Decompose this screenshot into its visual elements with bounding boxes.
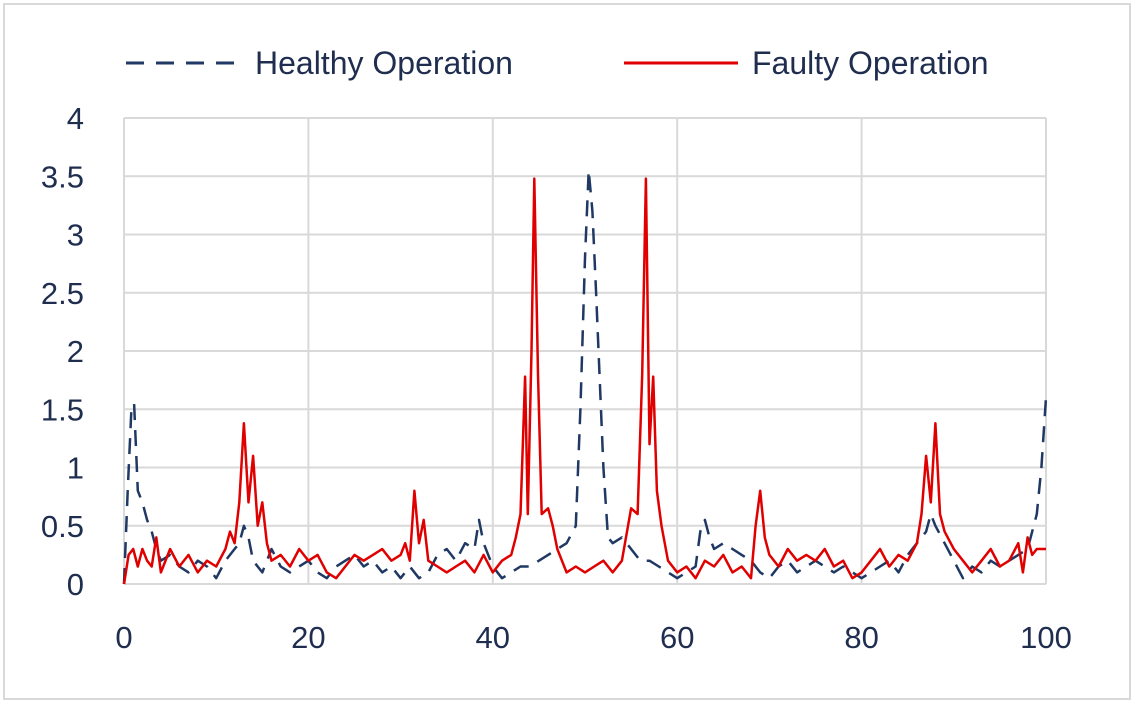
legend: Healthy Operation Faulty Operation (126, 45, 989, 81)
y-tick-label: 1 (67, 451, 84, 486)
y-tick-label: 4 (67, 101, 84, 136)
x-tick-label: 100 (1020, 620, 1072, 655)
x-tick-label: 60 (660, 620, 694, 655)
plot-area (122, 169, 1048, 585)
legend-label-faulty: Faulty Operation (752, 45, 989, 81)
y-tick-label: 0.5 (41, 509, 84, 544)
series-line-faulty (122, 177, 1046, 585)
y-tick-label: 2.5 (41, 276, 84, 311)
y-tick-label: 3.5 (41, 159, 84, 194)
x-tick-label: 20 (291, 620, 325, 655)
x-tick-label: 40 (476, 620, 510, 655)
y-tick-label: 0 (67, 567, 84, 602)
y-tick-label: 2 (67, 334, 84, 369)
x-tick-label: 0 (115, 620, 132, 655)
y-tick-label: 3 (67, 218, 84, 253)
y-tick-label: 1.5 (41, 392, 84, 427)
y-axis-ticks: 0 0.5 1 1.5 2 2.5 3 3.5 4 (41, 101, 84, 602)
x-axis-ticks: 0 20 40 60 80 100 (115, 620, 1071, 655)
x-tick-label: 80 (844, 620, 878, 655)
legend-label-healthy: Healthy Operation (255, 45, 513, 81)
grid-lines (123, 117, 1047, 585)
series-line-healthy (122, 169, 1048, 585)
